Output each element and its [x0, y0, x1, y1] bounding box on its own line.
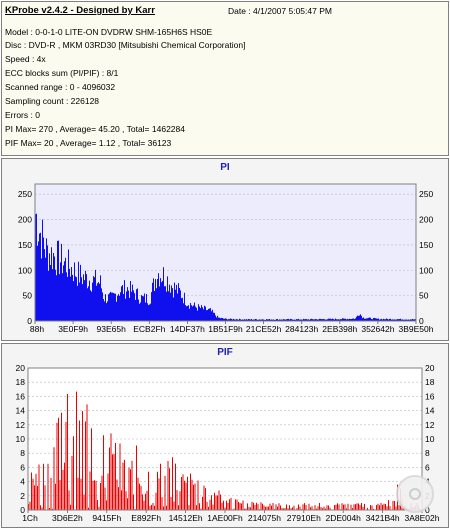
- pif-y-tick-right: 20: [425, 363, 435, 373]
- pif-y-tick-right: 8: [425, 448, 430, 458]
- pi-chart-title: PI: [220, 162, 230, 173]
- model-line: Model : 0-0-1-0 LITE-ON DVDRW SHM-165H6S…: [5, 27, 213, 37]
- pi-y-tick-right: 100: [419, 265, 433, 275]
- watermark-icon: [396, 475, 434, 513]
- pi-y-tick-right: 150: [419, 240, 433, 250]
- disc-line: Disc : DVD-R , MKM 03RD30 [Mitsubishi Ch…: [5, 40, 246, 50]
- pif-y-tick-left: 12: [16, 420, 26, 430]
- pi-y-tick-left: 100: [18, 265, 32, 275]
- pi-x-tick-label: 352642h: [361, 324, 394, 334]
- pi-x-tick-label: 284123h: [285, 324, 318, 334]
- pif-y-tick-left: 8: [20, 448, 25, 458]
- pif-x-tick-label: 1Ch: [22, 513, 38, 523]
- pif-y-tick-left: 14: [16, 406, 26, 416]
- pif-x-tick-label: 214075h: [248, 513, 281, 523]
- scan-date: Date : 4/1/2007 5:05:47 PM: [228, 6, 332, 16]
- ecc-line: ECC blocks sum (PI/PIF) : 8/1: [5, 68, 119, 78]
- pi-y-tick-left: 250: [18, 189, 32, 199]
- pi-x-tick-label: 21CE52h: [246, 324, 282, 334]
- pi-y-tick-right: 200: [419, 215, 433, 225]
- pi-chart: 0 0 50 50 100 100 150 150 200 200 250 250 88h 3E0F9h 9…: [18, 183, 434, 334]
- pi-plot-frame: [34, 183, 417, 322]
- pi-y-tick-right: 50: [419, 291, 429, 301]
- disc-info-panel: KProbe v2.4.2 - Designed by Karr Date : …: [1, 1, 449, 156]
- pif-y-tick-right: 0: [425, 505, 430, 515]
- pi-x-tick-label: 88h: [30, 324, 44, 334]
- pi-x-tick-label: 14DF37h: [170, 324, 205, 334]
- pif-y-tick-left: 2: [20, 491, 25, 501]
- pif-summary-line: PIF Max= 20 , Average= 1.12 , Total= 361…: [5, 138, 172, 148]
- pi-y-tick-left: 50: [23, 291, 33, 301]
- pif-x-tick-label: E892Fh: [131, 513, 161, 523]
- pif-y-tick-left: 4: [20, 477, 25, 487]
- pi-x-tick-label: 93E65h: [97, 324, 127, 334]
- pi-y-tick-right: 250: [419, 189, 433, 199]
- pif-y-tick-right: 6: [425, 462, 430, 472]
- pif-y-tick-left: 0: [20, 505, 25, 515]
- pif-x-tick-label: 14512Eh: [169, 513, 203, 523]
- pi-x-tick-label: ECB2Fh: [133, 324, 165, 334]
- pi-y-tick-left: 200: [18, 215, 32, 225]
- pif-chart-title: PIF: [217, 347, 233, 358]
- pif-y-tick-left: 10: [16, 434, 26, 444]
- pif-y-tick-right: 12: [425, 420, 435, 430]
- pi-summary-line: PI Max= 270 , Average= 45.20 , Total= 14…: [5, 124, 185, 134]
- pi-x-tick-label: 3E0F9h: [58, 324, 88, 334]
- pif-y-tick-right: 16: [425, 391, 435, 401]
- pif-x-tick-label: 9415Fh: [92, 513, 121, 523]
- pif-chart: 00224466881010121214141616181820201Ch3D6…: [16, 363, 440, 523]
- pif-chart-panel: PIF 00224466881010121214141616181820201C…: [1, 343, 449, 528]
- pif-x-tick-label: 1AE00Fh: [207, 513, 243, 523]
- pi-y-tick-left: 0: [27, 316, 32, 326]
- pif-y-tick-left: 6: [20, 462, 25, 472]
- pif-y-tick-right: 18: [425, 377, 435, 387]
- pif-y-tick-left: 16: [16, 391, 26, 401]
- pif-x-tick-label: 3421B4h: [366, 513, 400, 523]
- pif-x-tick-label: 2DE004h: [325, 513, 361, 523]
- pif-x-tick-label: 3D6E2h: [52, 513, 83, 523]
- pif-y-tick-left: 18: [16, 377, 26, 387]
- pif-x-tick-label: 27910Eh: [287, 513, 321, 523]
- app-title: KProbe v2.4.2 - Designed by Karr: [5, 5, 155, 16]
- pi-y-tick-left: 150: [18, 240, 32, 250]
- pif-y-tick-right: 10: [425, 434, 435, 444]
- pif-y-tick-right: 14: [425, 406, 435, 416]
- sampling-count-line: Sampling count : 226128: [5, 96, 100, 106]
- pif-plot-frame: [27, 367, 423, 511]
- pi-x-tick-label: 3B9E50h: [399, 324, 434, 334]
- pi-x-tick-label: 1B51F9h: [208, 324, 243, 334]
- scanned-range-line: Scanned range : 0 - 4096032: [5, 82, 116, 92]
- pi-x-tick-label: 2EB398h: [322, 324, 357, 334]
- pif-x-tick-label: 3A8E02h: [405, 513, 440, 523]
- errors-line: Errors : 0: [5, 110, 40, 120]
- pi-chart-panel: PI 0 0 50 50 100 100 150 150 200 200 250 250 88h 3E0F…: [1, 158, 449, 341]
- pi-y-tick-right: 0: [419, 316, 424, 326]
- speed-line: Speed : 4x: [5, 54, 46, 64]
- pif-y-tick-left: 20: [16, 363, 26, 373]
